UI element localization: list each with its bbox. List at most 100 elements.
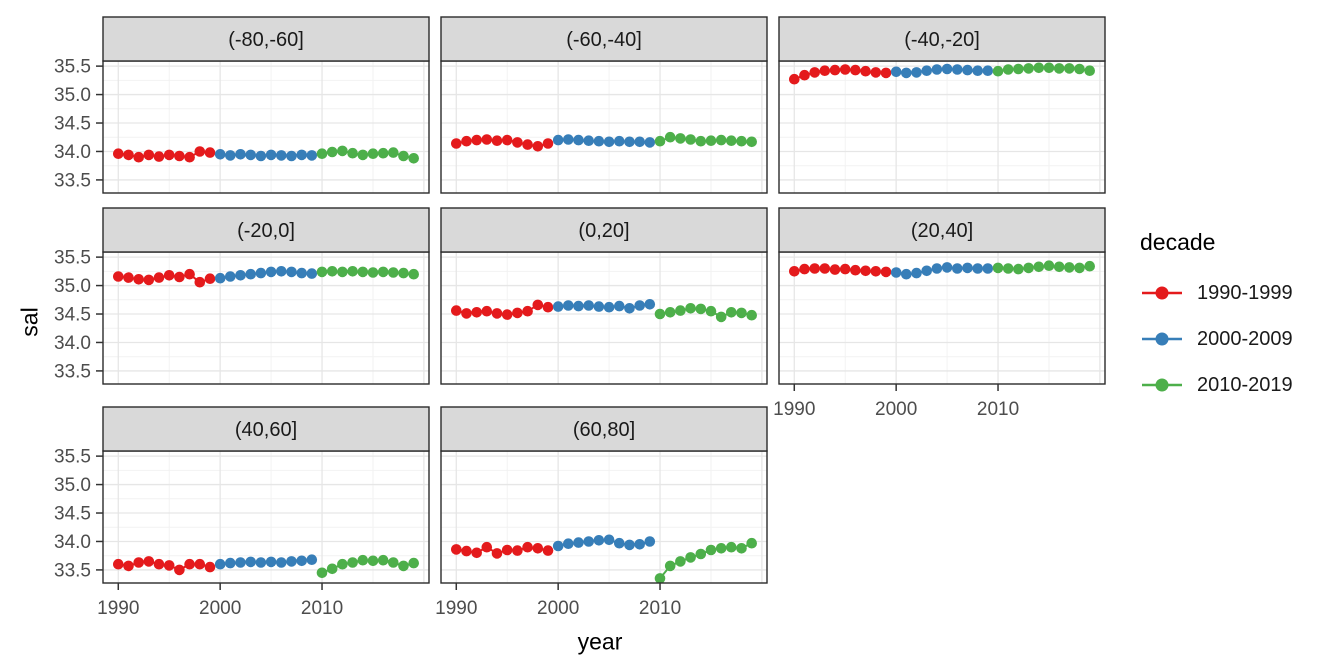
data-point bbox=[644, 137, 656, 148]
x-axis-tick-label: 2010 bbox=[301, 598, 343, 619]
data-point bbox=[133, 557, 144, 568]
data-point bbox=[736, 307, 747, 319]
data-point bbox=[542, 545, 554, 556]
data-point bbox=[634, 539, 645, 550]
data-point bbox=[451, 544, 462, 555]
data-point bbox=[972, 263, 983, 274]
data-point bbox=[153, 558, 165, 570]
data-point bbox=[809, 67, 820, 78]
y-axis-tick-label: 35.0 bbox=[54, 85, 91, 106]
data-point bbox=[715, 311, 727, 323]
data-point bbox=[276, 150, 287, 161]
data-point bbox=[461, 135, 472, 147]
data-point bbox=[664, 560, 676, 572]
data-point bbox=[153, 151, 165, 162]
data-point bbox=[347, 147, 358, 159]
data-point bbox=[388, 267, 399, 278]
data-point bbox=[860, 265, 871, 277]
facet: (-20,0] bbox=[102, 207, 430, 385]
data-point bbox=[746, 136, 757, 148]
series-2010-2019 bbox=[654, 131, 757, 148]
data-point bbox=[634, 300, 645, 311]
data-point bbox=[715, 134, 727, 146]
data-point bbox=[398, 267, 409, 279]
data-point bbox=[377, 554, 389, 566]
data-point bbox=[901, 67, 912, 79]
data-point bbox=[839, 263, 851, 275]
series-2000-2009 bbox=[552, 134, 656, 148]
data-point bbox=[890, 267, 902, 278]
facet-strip-label: (-60,-40] bbox=[566, 29, 642, 51]
data-point bbox=[245, 268, 256, 280]
data-point bbox=[573, 300, 584, 312]
facet-strip-label: (60,80] bbox=[573, 419, 635, 441]
data-point bbox=[235, 149, 246, 160]
data-point bbox=[819, 65, 831, 76]
data-point bbox=[377, 147, 389, 159]
data-point bbox=[316, 266, 328, 278]
y-axis-tick-label: 35.0 bbox=[54, 276, 91, 297]
data-point bbox=[532, 543, 544, 554]
x-axis-tick-label: 1990 bbox=[435, 598, 477, 619]
data-point bbox=[174, 271, 185, 283]
x-axis-tick-label: 1990 bbox=[773, 399, 815, 420]
facet-strip bbox=[778, 207, 1106, 253]
y-axis-tick-label: 34.0 bbox=[54, 142, 91, 163]
facet-strip bbox=[102, 406, 430, 452]
data-point bbox=[214, 558, 226, 570]
x-axis-tick-label: 2000 bbox=[199, 598, 241, 619]
data-point bbox=[952, 263, 963, 274]
data-point bbox=[1033, 261, 1045, 273]
data-point bbox=[736, 543, 747, 554]
data-point bbox=[461, 545, 472, 557]
data-point bbox=[367, 555, 379, 567]
data-point bbox=[593, 135, 605, 147]
facet-strip bbox=[102, 207, 430, 253]
series-1990-1999 bbox=[789, 263, 892, 278]
data-point bbox=[799, 69, 810, 81]
data-point bbox=[296, 555, 308, 567]
data-point bbox=[265, 266, 277, 278]
data-point bbox=[552, 301, 564, 312]
data-point bbox=[265, 556, 277, 568]
y-axis-tick-label: 35.5 bbox=[54, 248, 91, 269]
data-point bbox=[471, 134, 483, 146]
facet-series bbox=[451, 534, 757, 583]
data-point bbox=[593, 535, 605, 546]
data-point bbox=[326, 146, 338, 158]
data-point bbox=[819, 263, 831, 274]
data-point bbox=[1053, 63, 1065, 74]
data-point bbox=[850, 64, 861, 76]
facet-strip bbox=[440, 406, 768, 452]
data-point bbox=[675, 133, 686, 144]
facet: (20,40] bbox=[778, 207, 1106, 385]
legend-item-label: 2000-2009 bbox=[1197, 327, 1293, 350]
data-point bbox=[398, 150, 409, 162]
data-point bbox=[123, 149, 134, 161]
data-point bbox=[532, 141, 544, 152]
data-point bbox=[481, 541, 493, 553]
data-point bbox=[522, 305, 533, 317]
data-point bbox=[225, 271, 236, 282]
data-point bbox=[255, 150, 267, 162]
data-point bbox=[522, 139, 533, 150]
data-point bbox=[941, 262, 953, 273]
data-point bbox=[624, 136, 635, 148]
data-point bbox=[174, 564, 185, 576]
data-point bbox=[654, 308, 666, 320]
data-point bbox=[408, 153, 420, 164]
data-point bbox=[357, 554, 369, 566]
data-point bbox=[357, 266, 369, 278]
series-2000-2009 bbox=[214, 266, 318, 284]
data-point bbox=[593, 301, 605, 312]
data-point bbox=[184, 268, 195, 280]
data-point bbox=[133, 151, 144, 163]
data-point bbox=[153, 272, 165, 283]
data-point bbox=[123, 560, 134, 572]
data-point bbox=[123, 272, 134, 283]
data-point bbox=[675, 305, 686, 316]
data-point bbox=[522, 541, 533, 553]
data-point bbox=[377, 266, 389, 278]
data-point bbox=[705, 544, 717, 556]
